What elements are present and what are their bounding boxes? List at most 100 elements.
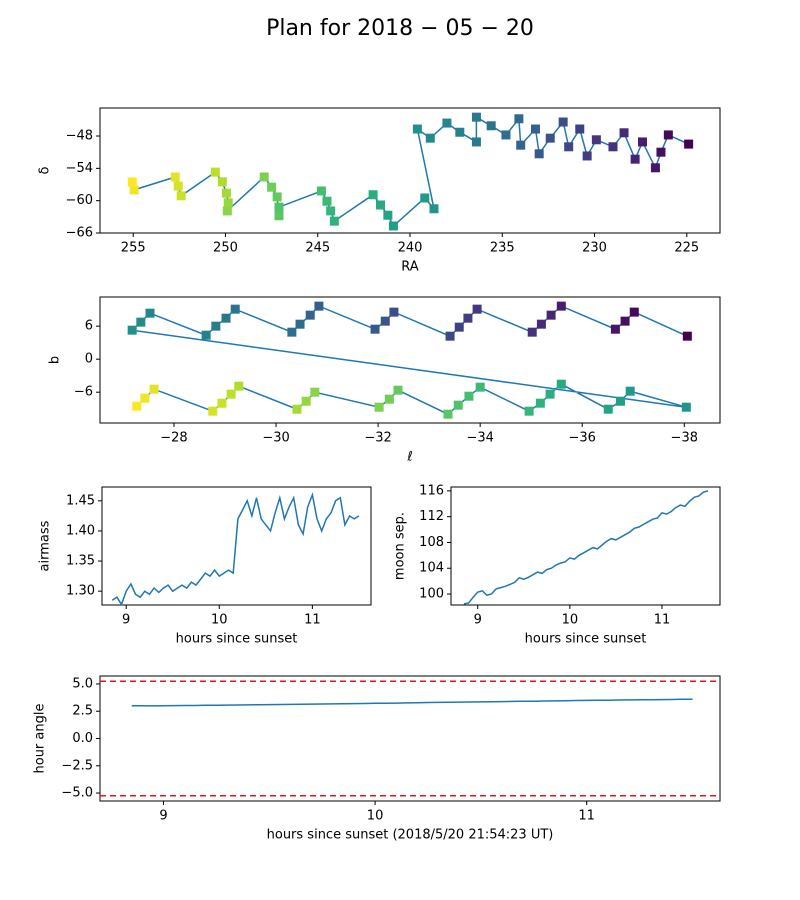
marker xyxy=(136,317,146,327)
marker xyxy=(368,190,378,200)
marker xyxy=(140,393,150,403)
y-tick-label: 112 xyxy=(419,509,444,524)
marker xyxy=(389,307,399,317)
marker xyxy=(534,149,544,159)
marker xyxy=(295,319,305,329)
marker xyxy=(170,172,180,182)
marker xyxy=(656,147,666,157)
x-tick-label: −32 xyxy=(364,431,391,446)
marker xyxy=(272,192,282,202)
marker xyxy=(575,124,585,134)
marker xyxy=(681,402,691,412)
marker xyxy=(663,130,673,140)
marker xyxy=(173,181,183,191)
y-tick-label: 0 xyxy=(85,352,93,367)
marker xyxy=(322,196,332,206)
x-tick-label: 235 xyxy=(490,241,515,256)
x-tick-label: 230 xyxy=(582,241,607,256)
marker xyxy=(486,121,496,131)
marker xyxy=(514,114,524,124)
marker xyxy=(442,118,452,128)
x-tick-label: −34 xyxy=(466,431,493,446)
marker xyxy=(545,389,555,399)
marker xyxy=(384,394,394,404)
marker xyxy=(132,401,142,411)
marker xyxy=(217,398,227,408)
axes-frame xyxy=(99,296,721,424)
marker xyxy=(650,163,660,173)
marker xyxy=(591,135,601,145)
figure-title: Plan for 2018 − 05 − 20 xyxy=(266,16,534,41)
marker xyxy=(445,331,455,341)
marker xyxy=(429,204,439,214)
axes-frame xyxy=(450,486,721,606)
marker xyxy=(412,124,422,134)
y-tick-label: −54 xyxy=(66,161,93,176)
x-tick-label: 9 xyxy=(474,613,482,628)
marker xyxy=(176,191,186,201)
marker xyxy=(314,301,324,311)
marker xyxy=(625,386,635,396)
marker xyxy=(420,193,430,203)
marker xyxy=(556,301,566,311)
y-axis-label: hour angle xyxy=(33,704,48,774)
marker xyxy=(610,324,620,334)
marker xyxy=(370,324,380,334)
marker xyxy=(638,137,647,147)
marker xyxy=(682,331,692,341)
marker xyxy=(630,154,640,164)
marker xyxy=(471,112,481,122)
marker xyxy=(545,133,555,143)
y-axis-label: δ xyxy=(38,166,53,174)
marker xyxy=(201,330,211,340)
marker xyxy=(393,385,403,395)
x-tick-label: 10 xyxy=(367,809,384,824)
marker xyxy=(287,327,297,337)
marker xyxy=(524,406,534,416)
marker xyxy=(305,310,315,320)
y-tick-label: 104 xyxy=(419,561,444,576)
marker xyxy=(556,379,566,389)
y-tick-label: 100 xyxy=(419,587,444,602)
marker xyxy=(564,142,574,152)
y-tick-label: 116 xyxy=(419,483,444,498)
marker xyxy=(608,142,618,152)
axes-frame xyxy=(101,486,372,606)
marker xyxy=(471,137,481,147)
x-tick-label: 250 xyxy=(213,241,238,256)
x-tick-label: 10 xyxy=(562,613,579,628)
x-axis-label: RA xyxy=(401,260,419,275)
marker xyxy=(129,185,139,195)
y-tick-label: −48 xyxy=(66,129,93,144)
y-axis-label: moon sep. xyxy=(393,512,408,580)
marker xyxy=(217,177,227,187)
x-tick-label: 225 xyxy=(674,241,699,256)
marker xyxy=(620,316,630,326)
marker xyxy=(463,313,473,323)
marker xyxy=(222,206,232,216)
x-axis-label: hours since sunset (2018/5/20 21:54:23 U… xyxy=(267,828,554,843)
marker xyxy=(380,316,390,326)
marker xyxy=(226,389,236,399)
data-line xyxy=(463,490,709,605)
marker xyxy=(475,382,485,392)
marker xyxy=(443,409,453,419)
marker xyxy=(455,127,465,137)
x-tick-label: −36 xyxy=(569,431,596,446)
marker xyxy=(582,151,592,161)
y-axis-label: airmass xyxy=(38,520,53,571)
y-tick-label: 1.30 xyxy=(66,584,95,599)
marker xyxy=(375,200,385,210)
x-tick-label: −28 xyxy=(160,431,187,446)
marker xyxy=(558,117,568,127)
marker xyxy=(301,396,311,406)
marker xyxy=(453,400,463,410)
marker xyxy=(326,206,336,216)
marker xyxy=(516,140,526,150)
x-tick-label: 255 xyxy=(121,241,146,256)
marker xyxy=(274,202,284,212)
marker xyxy=(615,396,625,406)
marker xyxy=(603,404,613,414)
marker xyxy=(145,308,155,318)
